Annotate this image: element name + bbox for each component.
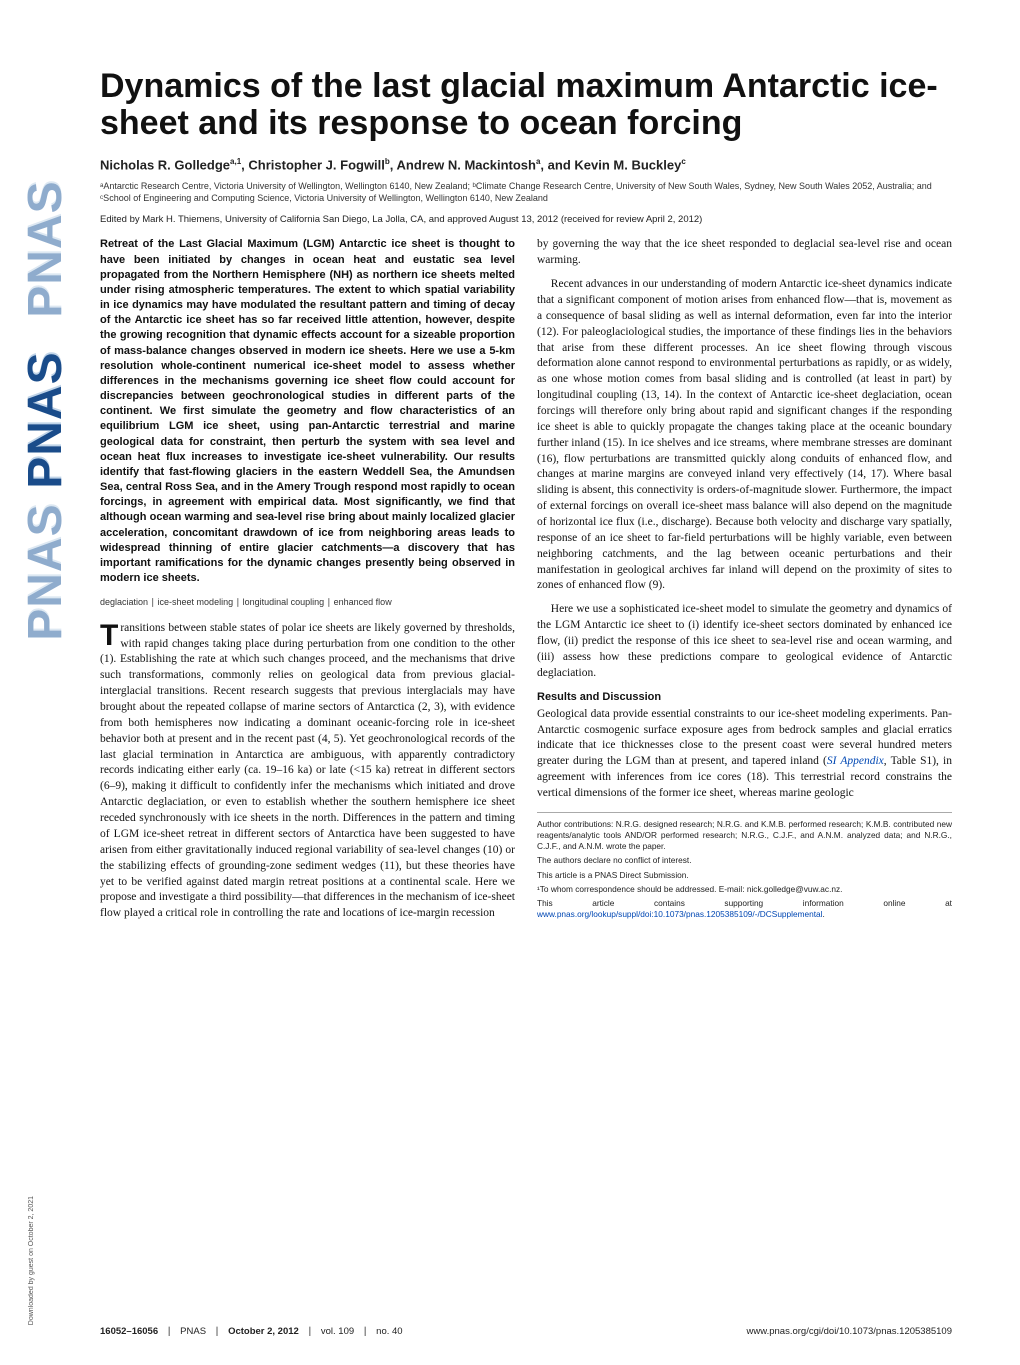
author-3-marks: a xyxy=(536,157,540,166)
intro-para-1-text: ransitions between stable states of pola… xyxy=(100,622,515,919)
correspondence-label: ¹To whom correspondence should be addres… xyxy=(537,884,747,894)
keywords: deglaciation ∣ ice-sheet modeling ∣ long… xyxy=(100,596,515,608)
footer-date: October 2, 2012 xyxy=(228,1326,299,1337)
edited-by: Edited by Mark H. Thiemens, University o… xyxy=(100,214,952,225)
results-para-1: Geological data provide essential constr… xyxy=(537,707,952,802)
author-line: Nicholas R. Golledgea,1, Christopher J. … xyxy=(100,157,952,172)
correspondence: ¹To whom correspondence should be addres… xyxy=(537,884,952,895)
footer-journal: PNAS xyxy=(180,1326,206,1337)
si-appendix-link[interactable]: SI Appendix xyxy=(827,755,884,767)
author-contributions: Author contributions: N.R.G. designed re… xyxy=(537,819,952,853)
footer-left: 16052–16056 ∣ PNAS ∣ October 2, 2012 ∣ v… xyxy=(100,1326,403,1337)
download-note: Downloaded by guest on October 2, 2021 xyxy=(28,1196,35,1325)
footnotes-block: Author contributions: N.R.G. designed re… xyxy=(537,812,952,921)
author-2-marks: b xyxy=(385,157,390,166)
footer-issue: no. 40 xyxy=(376,1326,402,1337)
author-4-marks: c xyxy=(681,157,685,166)
author-1: Nicholas R. Golledge xyxy=(100,157,230,172)
abstract: Retreat of the Last Glacial Maximum (LGM… xyxy=(100,237,515,586)
intro-para-4: Here we use a sophisticated ice-sheet mo… xyxy=(537,602,952,681)
direct-submission: This article is a PNAS Direct Submission… xyxy=(537,870,952,881)
intro-para-2: by governing the way that the ice sheet … xyxy=(537,237,952,269)
author-3: Andrew N. Mackintosh xyxy=(397,157,536,172)
footer-doi: www.pnas.org/cgi/doi/10.1073/pnas.120538… xyxy=(747,1326,952,1337)
page-footer: 16052–16056 ∣ PNAS ∣ October 2, 2012 ∣ v… xyxy=(100,1326,952,1337)
author-4: Kevin M. Buckley xyxy=(574,157,681,172)
si-table-label: , Table S1 xyxy=(884,755,932,767)
footer-pages: 16052–16056 xyxy=(100,1326,158,1337)
footer-vol: vol. 109 xyxy=(321,1326,354,1337)
article-page: Dynamics of the last glacial maximum Ant… xyxy=(0,0,1020,967)
supp-text-b: . xyxy=(823,909,825,919)
intro-para-1: Transitions between stable states of pol… xyxy=(100,621,515,922)
author-1-marks: a,1 xyxy=(230,157,241,166)
supp-link[interactable]: www.pnas.org/lookup/suppl/doi:10.1073/pn… xyxy=(537,909,823,919)
conflict-statement: The authors declare no conflict of inter… xyxy=(537,855,952,866)
supp-text-a: This article contains supporting informa… xyxy=(537,898,952,908)
affiliations: ᵃAntarctic Research Centre, Victoria Uni… xyxy=(100,180,952,204)
article-title: Dynamics of the last glacial maximum Ant… xyxy=(100,68,952,143)
dropcap: T xyxy=(100,621,120,649)
author-2: Christopher J. Fogwill xyxy=(248,157,385,172)
supporting-info: This article contains supporting informa… xyxy=(537,898,952,920)
intro-para-3: Recent advances in our understanding of … xyxy=(537,277,952,594)
correspondence-email: nick.golledge@vuw.ac.nz xyxy=(747,884,840,894)
article-body-columns: Retreat of the Last Glacial Maximum (LGM… xyxy=(100,237,952,926)
results-heading: Results and Discussion xyxy=(537,690,952,705)
